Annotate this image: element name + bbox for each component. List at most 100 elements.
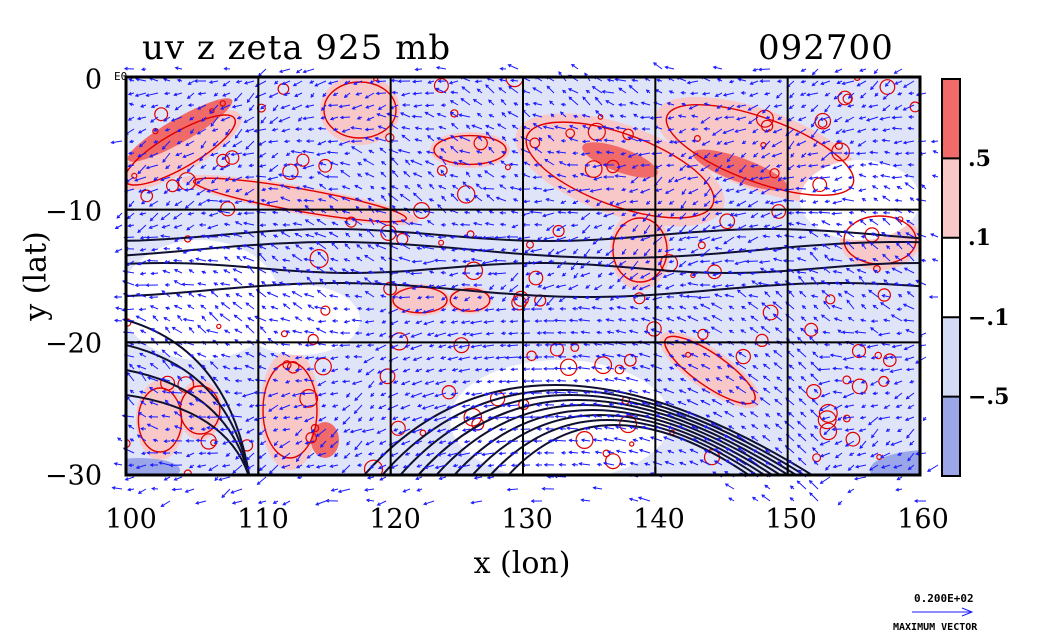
wind-vector <box>629 426 639 430</box>
wind-vector <box>798 361 807 370</box>
vorticity-contour <box>570 342 580 352</box>
wind-vector-head <box>489 286 493 291</box>
wind-vector <box>174 305 183 310</box>
wind-vector-head <box>460 282 465 287</box>
wind-vector-head <box>570 63 575 68</box>
wind-vector <box>197 464 207 468</box>
wind-vector <box>412 260 423 263</box>
wind-vector-head <box>246 456 250 461</box>
wind-vector <box>735 260 747 265</box>
wind-vector-head <box>462 259 467 264</box>
wind-vector-head <box>753 153 757 158</box>
wind-vector-head <box>368 384 372 389</box>
wind-vector-head <box>736 289 741 294</box>
wind-vector <box>505 356 519 359</box>
wind-vector-head <box>469 332 474 337</box>
wind-vector <box>368 198 375 202</box>
wind-vector <box>667 426 675 430</box>
wind-vector-head <box>762 363 767 368</box>
wind-vector-head <box>882 217 887 222</box>
wind-vector <box>628 136 639 142</box>
wind-vector-head <box>633 113 638 118</box>
wind-vector-head <box>474 79 479 84</box>
wind-vector-head <box>231 104 236 109</box>
wind-vector-head <box>906 282 911 287</box>
wind-vector-head <box>657 248 662 253</box>
wind-vector-head <box>602 461 607 466</box>
wind-vector <box>578 307 591 310</box>
wind-vector-head <box>499 66 504 71</box>
wind-vector <box>820 440 831 446</box>
wind-vector-head <box>836 232 841 236</box>
wind-vector-head <box>749 271 754 276</box>
wind-vector-head <box>208 80 213 84</box>
wind-vector-head <box>147 376 152 381</box>
wind-vector-head <box>680 90 685 95</box>
wind-vector-head <box>595 150 600 155</box>
wind-vector-head <box>687 155 692 160</box>
wind-vector <box>339 104 351 108</box>
height-contour <box>507 424 751 475</box>
wind-vector-head <box>363 277 368 281</box>
wind-vector-head <box>547 307 552 311</box>
wind-vector <box>231 152 243 156</box>
wind-vector <box>234 367 243 370</box>
wind-vector-head <box>356 244 361 248</box>
wind-vector <box>258 452 267 459</box>
wind-vector <box>273 104 279 111</box>
wind-vector-head <box>818 355 823 359</box>
wind-vector <box>246 428 255 434</box>
wind-vector <box>878 416 891 420</box>
wind-vector <box>788 268 795 274</box>
wind-vector-head <box>354 331 359 336</box>
wind-vector <box>329 330 339 334</box>
vorticity-contour <box>438 239 445 246</box>
wind-vector <box>392 220 399 226</box>
wind-vector-head <box>306 455 311 459</box>
wind-vector-head <box>267 393 272 398</box>
wind-vector-head <box>453 161 458 165</box>
wind-vector <box>808 164 819 167</box>
wind-vector <box>568 284 579 290</box>
wind-vector-head <box>270 305 275 310</box>
wind-vector <box>704 152 711 159</box>
wind-vector-head <box>340 170 345 174</box>
vorticity-contour <box>373 77 379 82</box>
wind-vector-head <box>439 155 444 160</box>
wind-vector-head <box>386 112 391 117</box>
wind-vector-head <box>556 264 561 269</box>
wind-vector <box>174 280 183 286</box>
wind-vector-head <box>642 218 647 223</box>
wind-vector-head <box>725 447 730 452</box>
wind-vector <box>908 464 915 470</box>
wind-vector <box>447 332 459 336</box>
wind-vector <box>245 302 255 310</box>
wind-vector-head <box>546 85 551 90</box>
wind-vector-head <box>305 139 310 143</box>
wind-vector <box>482 248 495 252</box>
wind-vector-head <box>429 183 433 188</box>
wind-vector-head <box>126 215 131 220</box>
wind-vector-head <box>812 200 817 204</box>
wind-vector <box>593 439 603 442</box>
wind-vector-head <box>664 460 669 465</box>
wind-vector <box>628 152 639 158</box>
wind-vector <box>183 318 195 322</box>
wind-vector-head <box>186 181 190 186</box>
wind-vector-head <box>701 91 706 96</box>
wind-vector-head <box>618 366 623 370</box>
wind-vector-head <box>678 229 683 234</box>
wind-vector <box>355 295 363 298</box>
wind-vector-head <box>482 344 487 349</box>
wind-vector-head <box>532 113 537 117</box>
wind-vector <box>522 126 531 130</box>
wind-vector <box>667 164 675 166</box>
wind-vector-head <box>572 151 577 156</box>
wind-vector <box>495 416 507 419</box>
wind-vector <box>163 317 171 322</box>
vorticity-contour <box>665 104 855 196</box>
colorbar-label: −.1 <box>968 305 1010 331</box>
wind-vector-head <box>165 165 170 170</box>
wind-vector <box>208 259 219 262</box>
wind-vector-head <box>345 232 350 237</box>
